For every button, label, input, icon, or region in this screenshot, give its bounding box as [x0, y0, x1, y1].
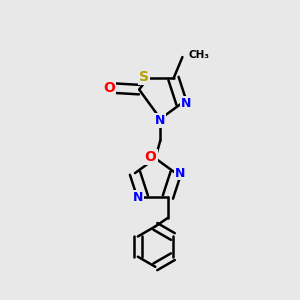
Text: N: N	[133, 190, 143, 203]
Text: N: N	[175, 167, 186, 180]
Text: N: N	[181, 97, 191, 110]
Text: CH₃: CH₃	[189, 50, 210, 60]
Text: N: N	[155, 114, 166, 127]
Text: O: O	[103, 81, 116, 95]
Text: O: O	[145, 150, 157, 164]
Text: S: S	[139, 70, 149, 84]
